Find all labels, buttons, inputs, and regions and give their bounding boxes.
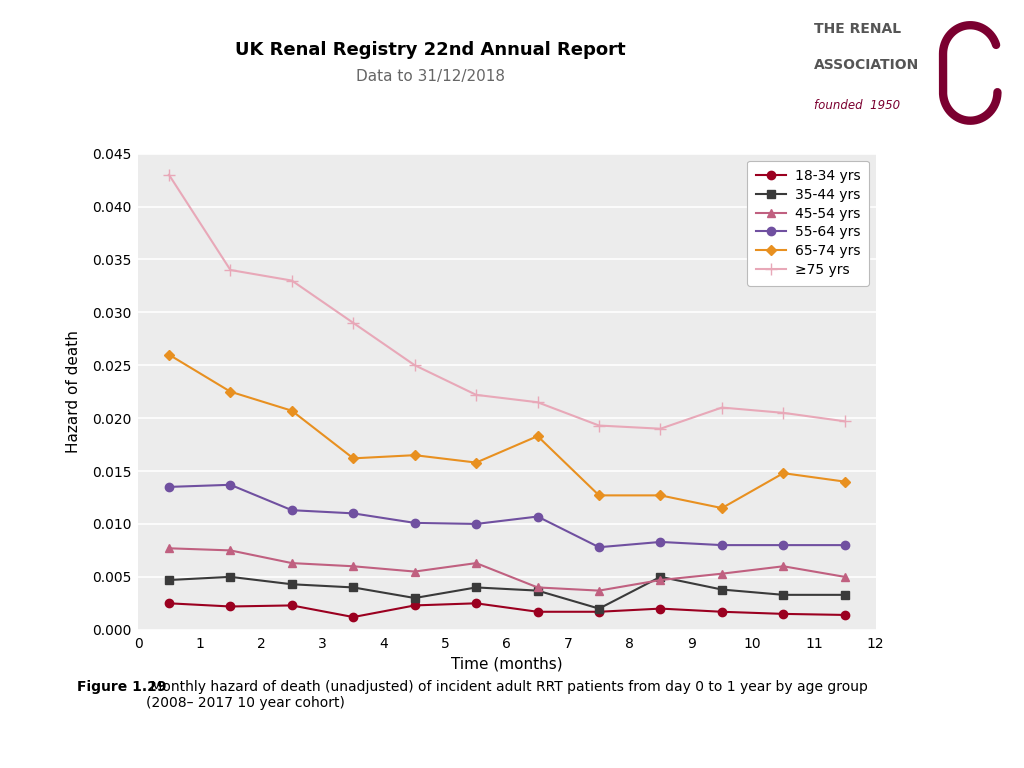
Text: Monthly hazard of death (unadjusted) of incident adult RRT patients from day 0 t: Monthly hazard of death (unadjusted) of … [146,680,868,710]
55-64 yrs [470,519,482,528]
≥75 yrs [531,398,544,407]
65-74 yrs [286,406,298,415]
≥75 yrs [163,170,175,180]
65-74 yrs [777,468,790,478]
Line: 18-34 yrs: 18-34 yrs [165,599,849,621]
55-64 yrs [531,512,544,521]
≥75 yrs [224,266,237,275]
35-44 yrs [716,585,728,594]
55-64 yrs [347,508,359,518]
≥75 yrs [347,318,359,327]
55-64 yrs [224,480,237,489]
≥75 yrs [777,409,790,418]
35-44 yrs [593,604,605,613]
45-54 yrs [777,561,790,571]
55-64 yrs [163,482,175,492]
18-34 yrs [470,599,482,608]
55-64 yrs [409,518,421,528]
55-64 yrs [593,543,605,552]
Text: THE RENAL: THE RENAL [814,22,901,35]
45-54 yrs [347,561,359,571]
18-34 yrs [286,601,298,610]
18-34 yrs [777,609,790,618]
Text: UK Renal Registry 22nd Annual Report: UK Renal Registry 22nd Annual Report [234,41,626,59]
45-54 yrs [163,544,175,553]
18-34 yrs [716,607,728,617]
55-64 yrs [286,505,298,515]
55-64 yrs [654,538,667,547]
18-34 yrs [409,601,421,610]
35-44 yrs [654,572,667,581]
Legend: 18-34 yrs, 35-44 yrs, 45-54 yrs, 55-64 yrs, 65-74 yrs, ≥75 yrs: 18-34 yrs, 35-44 yrs, 45-54 yrs, 55-64 y… [748,161,868,286]
65-74 yrs [716,504,728,513]
≥75 yrs [409,361,421,370]
Y-axis label: Hazard of death: Hazard of death [66,330,81,453]
≥75 yrs [286,276,298,285]
Text: Figure 1.29: Figure 1.29 [77,680,166,694]
≥75 yrs [716,403,728,412]
≥75 yrs [654,424,667,433]
Line: ≥75 yrs: ≥75 yrs [164,169,850,434]
35-44 yrs [777,591,790,600]
35-44 yrs [347,583,359,592]
65-74 yrs [593,491,605,500]
65-74 yrs [224,387,237,396]
45-54 yrs [224,546,237,555]
≥75 yrs [470,390,482,399]
35-44 yrs [470,583,482,592]
65-74 yrs [409,451,421,460]
18-34 yrs [593,607,605,617]
18-34 yrs [531,607,544,617]
35-44 yrs [163,575,175,584]
35-44 yrs [839,591,851,600]
Line: 65-74 yrs: 65-74 yrs [166,351,848,511]
45-54 yrs [531,583,544,592]
45-54 yrs [286,558,298,568]
55-64 yrs [839,541,851,550]
65-74 yrs [470,458,482,467]
45-54 yrs [654,575,667,584]
55-64 yrs [777,541,790,550]
18-34 yrs [839,611,851,620]
65-74 yrs [654,491,667,500]
Line: 55-64 yrs: 55-64 yrs [165,481,849,551]
18-34 yrs [163,599,175,608]
45-54 yrs [839,572,851,581]
45-54 yrs [593,586,605,595]
65-74 yrs [347,454,359,463]
≥75 yrs [839,417,851,426]
35-44 yrs [409,594,421,603]
65-74 yrs [163,350,175,359]
≥75 yrs [593,421,605,430]
65-74 yrs [839,477,851,486]
55-64 yrs [716,541,728,550]
Text: founded  1950: founded 1950 [814,99,900,112]
X-axis label: Time (months): Time (months) [451,657,563,671]
18-34 yrs [347,612,359,621]
35-44 yrs [531,586,544,595]
65-74 yrs [531,432,544,441]
45-54 yrs [409,567,421,576]
35-44 yrs [224,572,237,581]
Line: 35-44 yrs: 35-44 yrs [165,573,849,613]
18-34 yrs [224,602,237,611]
35-44 yrs [286,580,298,589]
Text: Data to 31/12/2018: Data to 31/12/2018 [355,69,505,84]
Text: ASSOCIATION: ASSOCIATION [814,58,920,72]
Line: 45-54 yrs: 45-54 yrs [165,544,849,594]
18-34 yrs [654,604,667,613]
45-54 yrs [716,569,728,578]
45-54 yrs [470,558,482,568]
